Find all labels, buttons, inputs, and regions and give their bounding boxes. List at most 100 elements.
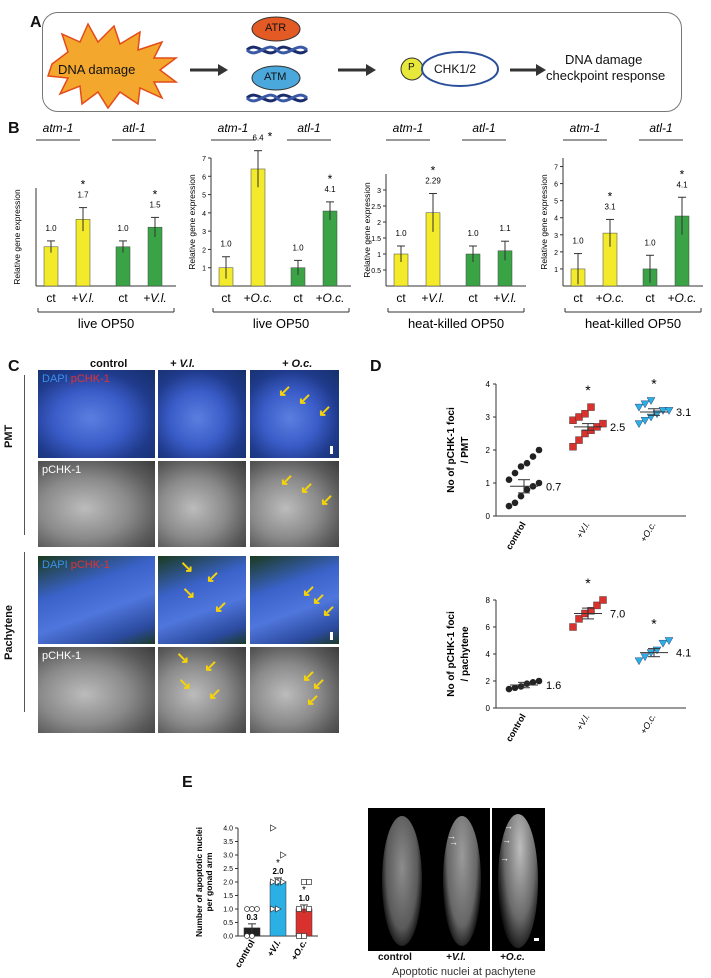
micro-pach-vl-color: ↘ ↙ ↘ ↙ xyxy=(158,556,246,644)
micro-pmt-oc-gray: ↙ ↙ ↙ xyxy=(250,461,339,547)
y-tick-label: 3 xyxy=(554,233,558,240)
category-label: ct xyxy=(645,291,655,305)
gene-header: atm-1 xyxy=(393,121,424,135)
y-tick-label: 6 xyxy=(202,174,206,181)
atr-ellipse xyxy=(251,16,301,42)
panel-a-box xyxy=(42,12,682,112)
data-point xyxy=(270,878,277,886)
value-label: 3.1 xyxy=(604,202,616,211)
foci-arrow: ↙ xyxy=(302,583,316,600)
significance-star: * xyxy=(81,178,86,192)
y-tick-label: 2.5 xyxy=(371,204,381,211)
condition-label: heat-killed OP50 xyxy=(408,316,504,328)
micro-pach-control-color: DAPI pCHK-1 xyxy=(38,556,155,644)
dapi-label: DAPI xyxy=(42,373,68,385)
img-label-vl: +V.l. xyxy=(446,952,466,963)
pchk1-gray-label: pCHK-1 xyxy=(42,650,82,662)
value-label: 1.0 xyxy=(117,224,129,233)
significance-star: * xyxy=(328,172,333,186)
data-point xyxy=(640,400,650,409)
value-label: 1.0 xyxy=(292,243,304,252)
data-point xyxy=(593,601,601,610)
pchk1-label: pCHK-1 xyxy=(70,559,110,571)
y-axis-label: No of pCHK-1 foci xyxy=(446,407,457,493)
category-label: +O.c. xyxy=(315,291,344,305)
data-point xyxy=(634,420,644,429)
data-point xyxy=(581,410,589,418)
data-point xyxy=(569,623,577,631)
data-point xyxy=(270,905,277,913)
foci-arrow: ↙ xyxy=(312,676,326,693)
significance-star: * xyxy=(608,189,613,203)
data-point xyxy=(664,637,674,645)
foci-arrow: ↘ xyxy=(178,676,192,693)
foci-arrow: ↘ xyxy=(176,650,190,667)
apoptosis-image-oc: → → → xyxy=(492,808,545,951)
y-tick-label: 1 xyxy=(486,479,491,488)
y-tick-label: 0 xyxy=(486,512,491,521)
response-label-1: DNA damage xyxy=(565,52,643,67)
significance-star: * xyxy=(276,858,280,869)
data-point xyxy=(599,596,607,604)
value-label: 1.1 xyxy=(499,224,511,233)
panel-b-charts: atm-1 atl-1 Relative gene expression 1.0 ct 1… xyxy=(12,121,703,328)
category-label: +O.c. xyxy=(667,291,696,305)
data-point xyxy=(254,906,260,912)
pmt-bracket xyxy=(24,375,25,535)
apoptosis-arrow: → xyxy=(502,835,511,845)
y-tick-label: 3.0 xyxy=(223,853,233,860)
value-label: 1.0 xyxy=(395,229,407,238)
data-point xyxy=(569,442,577,451)
foci-arrow: ↙ xyxy=(312,591,326,608)
data-point xyxy=(505,476,513,483)
data-point xyxy=(658,407,668,415)
gene-header: atl-1 xyxy=(649,121,672,135)
category-label: control xyxy=(504,712,528,743)
foci-arrow: ↙ xyxy=(300,480,314,497)
apoptosis-image-control xyxy=(368,808,441,951)
img-label-control: control xyxy=(378,952,412,963)
atr-label: ATR xyxy=(265,22,287,34)
y-tick-label: 6 xyxy=(554,182,558,189)
condition-label: live OP50 xyxy=(78,316,134,328)
y-tick-label: 4 xyxy=(554,216,558,223)
category-label: ct xyxy=(468,291,478,305)
category-label: +O.c. xyxy=(638,712,658,736)
category-label: +V.l. xyxy=(265,938,283,959)
micro-pmt-control-color: DAPI pCHK-1 xyxy=(38,370,155,458)
data-point xyxy=(301,879,307,885)
y-axis-label: Relative gene expression xyxy=(362,182,372,278)
category-label: +O.c. xyxy=(243,291,272,305)
significance-star: * xyxy=(153,187,158,201)
significance-star: * xyxy=(651,376,657,392)
gonad-shape xyxy=(498,814,538,948)
category-label: control xyxy=(233,938,257,969)
y-tick-label: 4 xyxy=(202,211,206,218)
significance-star: * xyxy=(585,575,591,591)
y-tick-label: 2 xyxy=(486,677,491,686)
pachytene-bracket xyxy=(24,552,25,712)
col-oc: + O.c. xyxy=(282,358,313,370)
gene-header: atl-1 xyxy=(472,121,495,135)
y-tick-label: 1 xyxy=(202,266,206,273)
y-tick-label: 2 xyxy=(202,247,206,254)
col-vl: + V.l. xyxy=(170,358,195,370)
y-axis-label: Relative gene expression xyxy=(539,174,549,270)
category-label: +O.c. xyxy=(289,938,309,962)
data-point xyxy=(517,463,525,470)
value-label: 1.0 xyxy=(220,240,232,249)
y-tick-label: 0.5 xyxy=(371,268,381,275)
apoptosis-arrow: → xyxy=(447,831,456,841)
data-point xyxy=(301,933,307,939)
condition-label: heat-killed OP50 xyxy=(585,316,681,328)
panel-a-diagram xyxy=(46,16,546,110)
data-point xyxy=(270,824,277,832)
micro-pmt-vl-color xyxy=(158,370,246,458)
foci-arrow: ↙ xyxy=(204,658,218,675)
apoptosis-arrow: → xyxy=(504,821,513,831)
dapi-label: DAPI xyxy=(42,559,68,571)
pchk1-gray-label: pCHK-1 xyxy=(42,464,82,476)
data-point xyxy=(523,680,531,687)
foci-arrow: ↙ xyxy=(318,403,332,420)
foci-arrow: ↙ xyxy=(298,391,312,408)
